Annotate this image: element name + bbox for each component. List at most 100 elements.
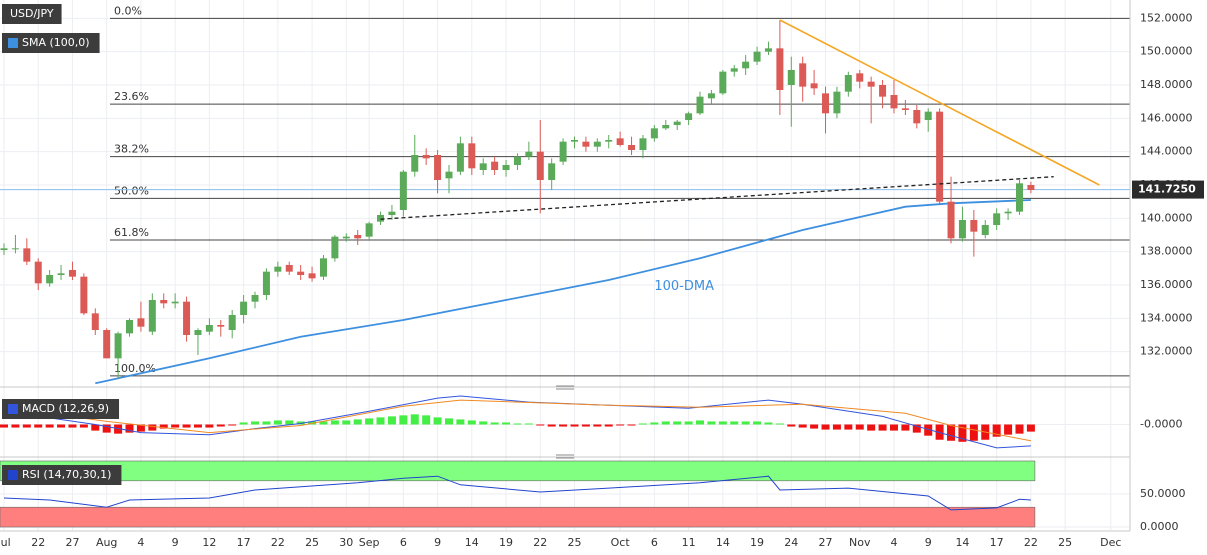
histogram-bar (273, 420, 282, 425)
candle-body (787, 70, 795, 85)
candle-body (68, 270, 76, 277)
y-tick-label: 152.0000 (1140, 11, 1193, 24)
candle-body (445, 171, 453, 179)
candle-body (970, 220, 978, 232)
candle-body (571, 140, 578, 142)
candle-body (183, 301, 191, 335)
histogram-bar (34, 424, 43, 428)
y-tick-label: 134.0000 (1140, 311, 1193, 324)
candle-body (148, 300, 156, 332)
histogram-bar (696, 420, 705, 425)
annotation: 100-DMA (654, 279, 714, 294)
histogram-bar (387, 416, 396, 425)
candle-body (46, 275, 54, 284)
x-tick-label: Dec (1100, 536, 1121, 549)
candle-body (901, 108, 909, 110)
candle-body (217, 325, 225, 327)
histogram-bar (753, 421, 762, 425)
legend-label: MACD (12,26,9) (22, 402, 109, 415)
candle-body (365, 223, 373, 237)
histogram-bar (581, 424, 590, 427)
histogram-bar (718, 421, 727, 425)
histogram-bar (148, 424, 157, 431)
candle-body (776, 48, 784, 90)
candle-body (890, 95, 898, 109)
y-tick-label: 0.0000 (1140, 520, 1179, 533)
x-tick-label: 11 (682, 536, 696, 549)
x-tick-label: 27 (65, 536, 79, 549)
candle-body (936, 111, 944, 202)
histogram-bar (57, 424, 66, 428)
y-tick-label: 50.0000 (1140, 487, 1186, 500)
legend-box (2, 465, 122, 485)
histogram-bar (764, 422, 773, 425)
histogram-bar (810, 424, 819, 429)
histogram-bar (832, 424, 841, 430)
histogram-bar (376, 417, 385, 425)
histogram-bar (673, 421, 682, 425)
trend-line (380, 176, 1054, 220)
histogram-bar (1004, 424, 1013, 435)
histogram-bar (889, 424, 898, 431)
histogram-bar (285, 420, 294, 425)
histogram-bar (901, 424, 910, 431)
histogram-bar (479, 421, 488, 425)
candle-body (993, 213, 1001, 225)
y-tick-label: 148.0000 (1140, 78, 1193, 91)
fib-label: 23.6% (114, 90, 149, 103)
histogram-bar (22, 424, 31, 428)
histogram-bar (513, 423, 522, 425)
candle-body (673, 121, 681, 125)
histogram-bar (844, 424, 853, 430)
candle-body (844, 75, 852, 92)
candle-body (753, 51, 761, 62)
fib-label: 0.0% (114, 4, 142, 17)
x-tick-label: 19 (499, 536, 513, 549)
x-tick-label: 14 (716, 536, 730, 549)
candle-body (331, 236, 339, 259)
histogram-bar (855, 424, 864, 430)
candle-body (0, 248, 8, 250)
histogram-bar (193, 424, 202, 428)
y-tick-label: 150.0000 (1140, 45, 1193, 58)
legend-label: SMA (100,0) (22, 36, 90, 49)
marks: 0.0% 23.6% 38.2% 50.0% 61.8% 100.0% 100-DMA (0, 4, 1130, 528)
candle-body (411, 155, 419, 172)
histogram-bar (638, 423, 647, 425)
histogram-bar (650, 422, 659, 425)
x-tick-label: 9 (172, 536, 179, 549)
candle-body (57, 273, 65, 275)
candle-body (468, 143, 476, 169)
candle-body (685, 113, 693, 120)
x-tick-label: 27 (819, 536, 833, 549)
histogram-bar (798, 424, 807, 428)
candle-body (833, 91, 841, 114)
rsi-band (0, 506, 1036, 528)
macd-line (3, 399, 1031, 442)
x-tick-label: 12 (202, 536, 216, 549)
histogram-bar (467, 420, 476, 425)
x-tick-label: 4 (137, 536, 144, 549)
x-tick-label: 14 (955, 536, 969, 549)
fib-label: 100.0% (114, 362, 156, 375)
candle-body (388, 211, 396, 215)
legend-box (2, 33, 100, 53)
histogram-bar (0, 424, 8, 428)
candle-body (137, 318, 145, 327)
histogram-bar (707, 421, 716, 425)
legend-label: RSI (14,70,30,1) (22, 468, 111, 481)
price-label-box (1132, 180, 1204, 199)
x-tick-label: 17 (990, 536, 1004, 549)
histogram-bar (79, 424, 88, 428)
x-tick-label: Nov (849, 536, 871, 549)
histogram-bar (251, 421, 260, 425)
legend-swatch (8, 404, 18, 414)
candle-body (958, 220, 966, 239)
x-tick-label: 14 (465, 536, 479, 549)
histogram-bar (91, 424, 100, 431)
pane-handle (556, 385, 574, 459)
macd-line (3, 395, 1031, 449)
candle-body (11, 248, 19, 250)
candle-body (285, 265, 293, 272)
legend-swatch (8, 38, 18, 48)
